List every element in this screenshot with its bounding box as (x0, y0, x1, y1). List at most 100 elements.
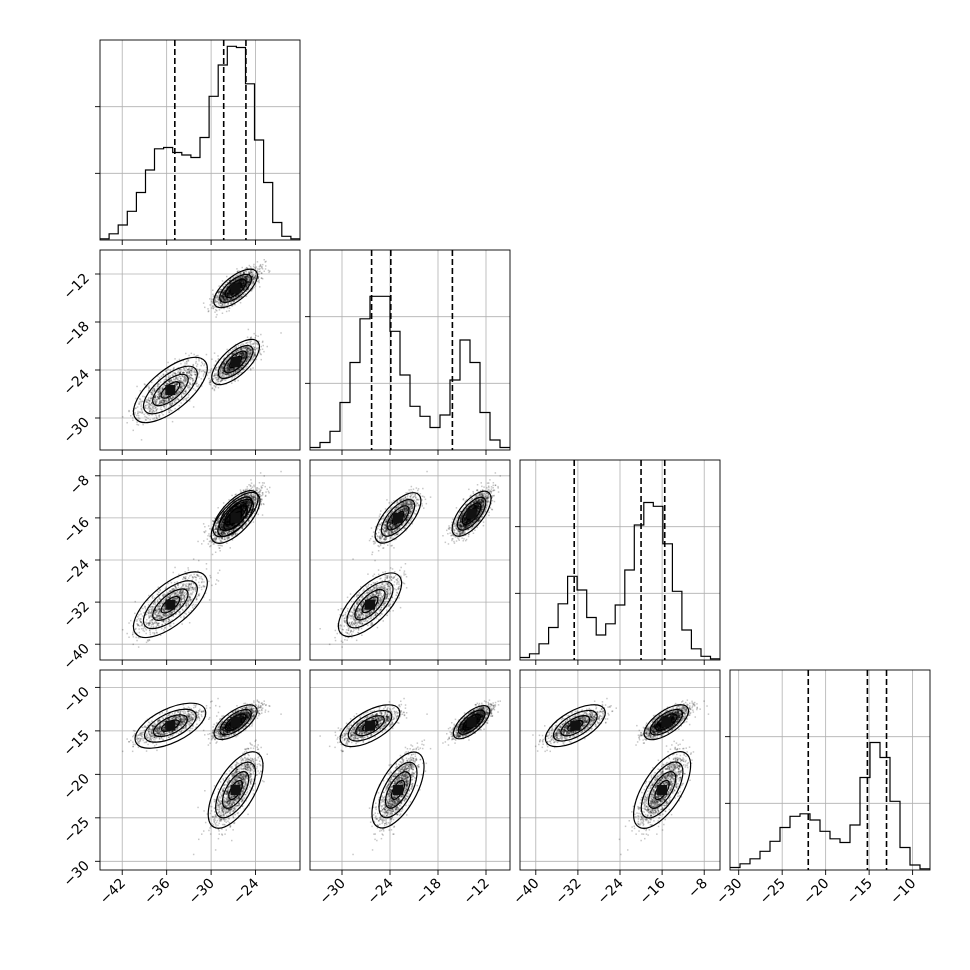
panel-3-1: −30 −24 −18 −12 (309, 669, 511, 908)
density-peak-3-2-1 (657, 785, 668, 795)
x-tick-label-3-0: −30 (713, 876, 745, 908)
contour-2-0-2-1 (142, 580, 198, 630)
x-tick-label-2-2: −24 (595, 875, 627, 907)
density-peak-3-1-1 (393, 785, 403, 795)
y-tick-label-1-3: −12 (61, 271, 93, 303)
y-tick-label-3-0: −30 (61, 858, 93, 890)
contour-3-1-2-2 (355, 715, 385, 737)
contour-1-0-1-0 (211, 338, 260, 386)
y-tick-label-3-4: −10 (61, 684, 93, 716)
density-peak-2-1-2 (365, 599, 375, 610)
contour-2-1-1-1 (380, 499, 416, 537)
contour-2-0-1-0 (210, 491, 261, 544)
density-peak-3-2-2 (570, 720, 581, 731)
density-peak-2-0-1 (230, 512, 241, 523)
panel-frame-2-2 (519, 459, 721, 661)
y-tick-label-2-2: −24 (61, 556, 93, 588)
contour-3-1-1-0 (371, 751, 425, 829)
contour-1-0-1-1 (217, 344, 254, 380)
contour-3-1-1-2 (384, 771, 412, 809)
y-tick-label-2-0: −40 (61, 641, 93, 673)
scatter-1-0 (121, 259, 282, 441)
contour-2-1-1-0 (374, 492, 422, 544)
histogram-1 (310, 295, 510, 449)
panel-frame-3-2 (519, 669, 721, 871)
panel-2-0: −40 −32 −24 −16 −8 (61, 459, 301, 673)
panel-1-1 (305, 249, 511, 455)
panel-frame-3-3 (729, 669, 931, 871)
x-tick-label-0-0: −42 (97, 876, 129, 908)
x-tick-label-0-2: −30 (186, 876, 218, 908)
histogram-2 (520, 501, 720, 660)
panel-2-1 (309, 459, 511, 665)
contour-3-0-1-1 (215, 761, 257, 819)
density-peak-3-0-1 (230, 785, 241, 795)
y-tick-label-2-3: −16 (61, 514, 93, 546)
contour-3-2-0-0 (643, 704, 690, 741)
contour-3-2-2-1 (552, 709, 598, 742)
contour-2-1-2-2 (354, 588, 386, 621)
scatter-2-0 (121, 470, 282, 648)
contour-3-1-1-1 (378, 761, 418, 819)
contour-1-0-0-0 (213, 268, 258, 309)
contour-2-0-1-1 (217, 498, 254, 537)
contour-3-2-2-2 (560, 715, 591, 737)
x-tick-label-0-3: −24 (230, 875, 262, 907)
contour-2-1-0-1 (456, 496, 487, 531)
density-peak-3-0-2 (165, 720, 176, 731)
panel-3-2: −40 −32 −24 −16 −8 (510, 669, 721, 908)
panel-frame-1-0 (99, 249, 301, 451)
panel-3-3: −30 −25 −20 −15 −10 (713, 669, 931, 908)
y-tick-label-3-2: −20 (61, 771, 93, 803)
contour-3-2-2-0 (544, 704, 606, 748)
scatter-3-0 (121, 697, 282, 856)
y-tick-label-1-0: −30 (61, 415, 93, 447)
contour-3-2-1-2 (647, 771, 677, 809)
panel-2-2 (515, 459, 721, 665)
contour-3-2-0-1 (649, 708, 684, 736)
density-peak-3-0-0 (230, 717, 241, 728)
y-tick-label-1-2: −18 (61, 319, 93, 351)
contour-3-0-2-1 (144, 708, 197, 743)
panel-frame-3-0 (99, 669, 301, 871)
contour-3-1-0-1 (457, 709, 486, 735)
density-peak-2-1-1 (393, 512, 403, 523)
density-peak-3-2-0 (661, 717, 672, 728)
x-tick-label-2-4: −8 (685, 876, 711, 902)
x-tick-label-3-4: −10 (887, 876, 919, 908)
contour-2-0-2-2 (152, 588, 189, 621)
histogram-3 (730, 741, 930, 870)
contour-3-0-2-0 (134, 702, 207, 749)
density-peak-1-0-2 (165, 385, 176, 395)
panel-0-0 (95, 39, 301, 245)
x-tick-label-3-2: −20 (800, 876, 832, 908)
panel-frame-2-0 (99, 459, 301, 661)
contour-3-2-1-1 (640, 761, 684, 819)
density-peak-1-0-1 (230, 357, 241, 367)
y-tick-label-2-4: −8 (67, 472, 93, 498)
contour-3-0-2-2 (152, 714, 188, 738)
panel-frame-2-1 (309, 459, 511, 661)
panel-frame-1-1 (309, 249, 511, 451)
contour-3-1-2-1 (347, 709, 393, 742)
density-peak-2-0-2 (165, 599, 176, 610)
panel-frame-3-1 (309, 669, 511, 871)
y-tick-label-3-3: −15 (61, 727, 93, 759)
panel-3-0: −30 −25 −20 −15 −10 −42 −36 −30 −24 (61, 669, 301, 908)
density-peak-2-1-0 (466, 508, 477, 519)
x-tick-label-0-1: −36 (141, 875, 173, 907)
contour-2-1-2-1 (346, 581, 394, 629)
density-peak-3-1-0 (466, 717, 477, 728)
x-tick-label-3-1: −25 (757, 876, 789, 908)
contour-3-0-1-2 (221, 771, 250, 809)
x-tick-label-1-3: −12 (461, 876, 493, 908)
panel-1-0: −30 −24 −18 −12 (61, 249, 301, 455)
x-tick-label-1-0: −30 (317, 876, 349, 908)
contour-3-0-0-1 (219, 708, 252, 736)
panel-frame-0-0 (99, 39, 301, 241)
contour-2-1-2-0 (337, 572, 403, 637)
x-tick-label-3-3: −15 (844, 876, 876, 908)
y-tick-label-2-1: −32 (61, 599, 93, 631)
x-tick-label-1-1: −24 (365, 875, 397, 907)
